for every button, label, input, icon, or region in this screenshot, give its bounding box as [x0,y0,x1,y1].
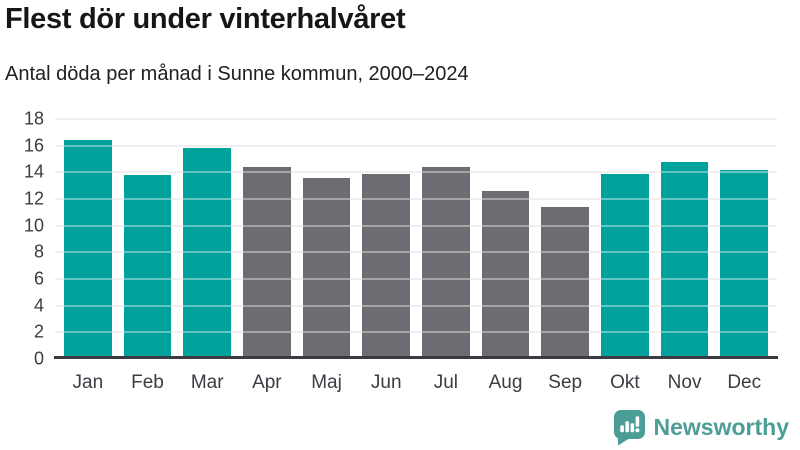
x-tick-label-maj: Maj [311,372,342,393]
bar-okt [601,173,649,359]
y-tick-label-10: 10 [23,215,44,236]
gridline-6 [55,278,777,281]
bar-apr [242,167,291,359]
brand-name: Newsworthy [653,414,789,440]
x-tick-label-mar: Mar [190,372,224,393]
bar-band-okt: Okt [595,119,655,393]
gridline-4 [55,304,777,307]
bar-feb [123,175,172,359]
y-tick-label-14: 14 [23,161,44,182]
bar-jul [421,167,470,359]
x-axis-line [54,356,778,359]
y-tick-label-16: 16 [23,135,44,156]
bar-aug [481,191,530,359]
newsworthy-logo-icon [612,409,646,446]
bar-jun [362,173,411,359]
gridline-2 [55,331,777,334]
gridline-18 [55,118,777,120]
y-tick-label-2: 2 [33,321,44,342]
y-tick-label-8: 8 [33,241,44,262]
gridline-10 [55,224,777,227]
bar-band-jun: Jun [356,119,416,393]
bar-jan [63,140,112,359]
y-tick-label-0: 0 [33,348,44,369]
y-tick-label-12: 12 [23,188,44,209]
chart-title: Flest dör under vinterhalvåret [5,3,406,35]
bar-band-maj: Maj [297,119,357,393]
gridlines [55,118,777,359]
x-tick-label-jun: Jun [370,372,402,393]
bar-band-feb: Feb [118,119,178,393]
chart-subtitle: Antal döda per månad i Sunne kommun, 200… [5,63,469,85]
bar-band-sep: Sep [535,119,595,393]
bar-chart-plot-area: Jan Feb Mar Apr Maj Jun Jul Aug Sep Okt Nov Dec [55,118,777,393]
x-tick-label-sep: Sep [548,372,583,393]
x-tick-label-aug: Aug [488,372,523,393]
gridline-14 [55,171,777,174]
bar-band-jan: Jan [58,119,118,393]
y-tick-label-18: 18 [23,108,44,129]
bar-band-jul: Jul [416,119,476,393]
bars: Jan Feb Mar Apr Maj Jun Jul Aug Sep Okt Nov Dec [55,119,777,393]
x-tick-label-dec: Dec [727,372,762,393]
bar-band-mar: Mar [177,119,237,393]
bar-maj [302,177,351,359]
brand-footer: Newsworthy [612,409,789,446]
x-tick-label-okt: Okt [610,372,640,393]
x-tick-label-jan: Jan [72,372,104,393]
y-tick-label-4: 4 [33,295,44,316]
gridline-12 [55,198,777,201]
bar-band-dec: Dec [714,119,774,393]
bar-band-nov: Nov [655,119,715,393]
bar-sep [541,207,590,359]
bar-dec [720,169,769,359]
bar-band-apr: Apr [237,119,297,393]
bar-band-aug: Aug [476,119,536,393]
x-tick-label-feb: Feb [131,372,164,393]
bar-nov [660,161,709,359]
y-tick-label-6: 6 [33,268,44,289]
gridline-8 [55,251,777,254]
x-tick-label-nov: Nov [667,372,702,393]
bar-mar [183,148,232,359]
x-tick-label-jul: Jul [433,372,459,393]
y-axis-labels: 0 2 4 6 8 10 12 14 16 18 [0,109,44,369]
x-tick-label-apr: Apr [252,372,282,393]
gridline-16 [55,144,777,147]
